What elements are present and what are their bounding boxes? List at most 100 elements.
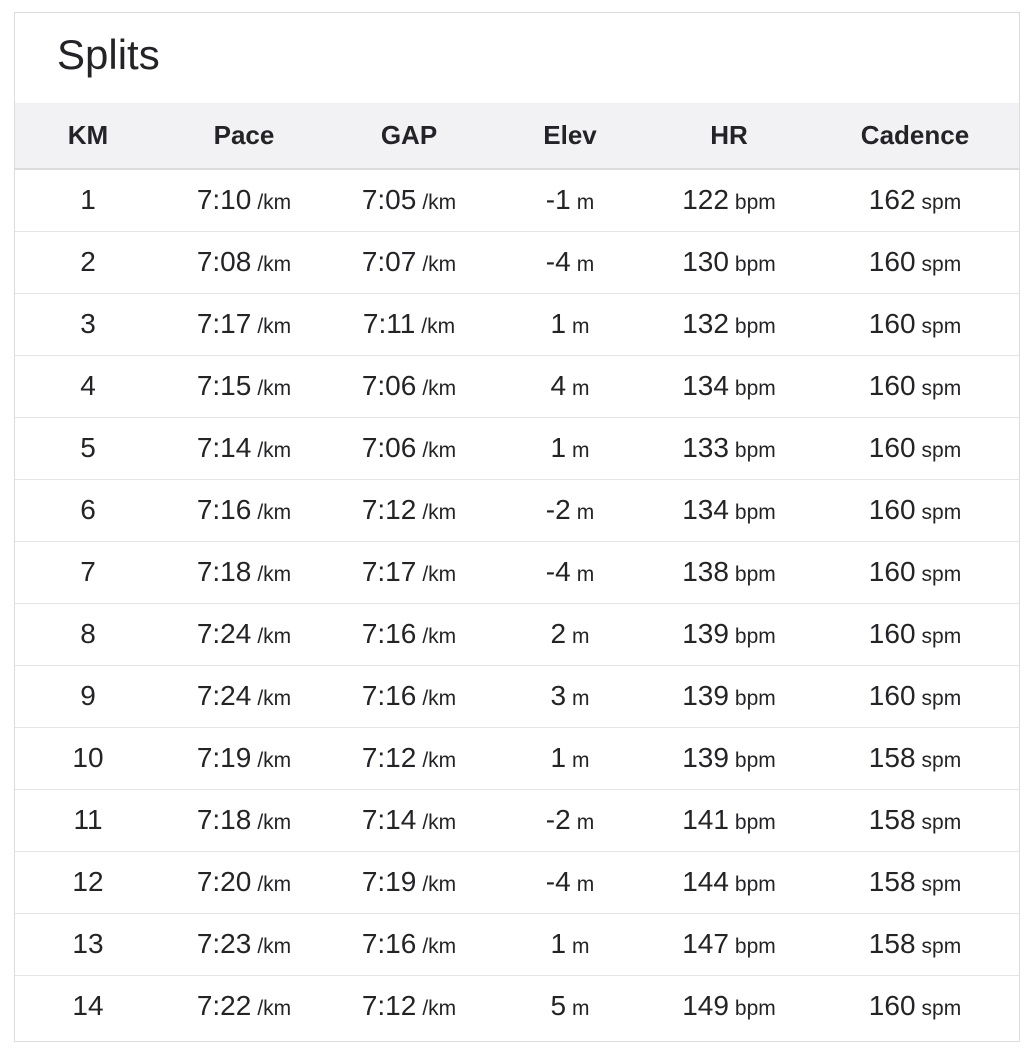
gap-value: 7:06	[361, 370, 417, 401]
cadence-unit: spm	[921, 377, 962, 400]
pace-unit: /km	[257, 625, 292, 648]
gap-value: 7:14	[361, 804, 417, 835]
cell-gap: 7:06/km	[327, 355, 491, 417]
cell-hr: 149 bpm	[649, 975, 809, 1037]
cell-km: 12	[15, 851, 161, 913]
gap-unit: /km	[422, 253, 457, 276]
cell-gap: 7:12/km	[327, 727, 491, 789]
hr-value: 134	[682, 370, 729, 401]
elev-value: 4	[550, 370, 567, 401]
cell-gap: 7:06/km	[327, 417, 491, 479]
km-value: 11	[73, 804, 103, 835]
cell-pace: 7:18/km	[161, 541, 327, 603]
cell-cadence: 158 spm	[809, 913, 1019, 975]
hr-unit: bpm	[734, 191, 776, 215]
hr-value: 139	[682, 680, 729, 711]
cell-hr: 147 bpm	[649, 913, 809, 975]
pace-unit: /km	[257, 749, 292, 772]
elev-value: -4	[545, 866, 571, 897]
hr-value: 139	[682, 618, 729, 649]
cadence-unit: spm	[921, 873, 962, 896]
elev-unit: m	[572, 935, 590, 958]
hr-unit: bpm	[734, 749, 776, 772]
cell-pace: 7:14/km	[161, 417, 327, 479]
elev-unit: m	[576, 253, 595, 276]
cell-km: 6	[15, 479, 161, 541]
cell-km: 9	[15, 665, 161, 727]
cell-km: 5	[15, 417, 161, 479]
cell-cadence: 158 spm	[809, 851, 1019, 913]
cadence-value: 160	[868, 308, 916, 339]
gap-unit: /km	[422, 997, 457, 1021]
gap-unit: /km	[422, 191, 457, 215]
cell-km: 7	[15, 541, 161, 603]
cadence-unit: spm	[921, 439, 962, 462]
cadence-value: 160	[868, 990, 916, 1022]
elev-value: -4	[545, 556, 571, 587]
pace-value: 7:16	[196, 494, 252, 525]
table-row: 10 7:19/km 7:12/km 1 m 139 bpm 158 spm	[15, 727, 1019, 789]
cadence-unit: spm	[921, 501, 962, 524]
cell-cadence: 158 spm	[809, 727, 1019, 789]
km-value: 2	[80, 246, 96, 277]
cell-cadence: 160 spm	[809, 665, 1019, 727]
elev-value: 5	[550, 990, 567, 1022]
cell-gap: 7:16/km	[327, 665, 491, 727]
elev-unit: m	[576, 563, 595, 586]
gap-value: 7:07	[361, 246, 417, 277]
cadence-unit: spm	[921, 749, 962, 772]
elev-unit: m	[572, 315, 590, 338]
gap-value: 7:16	[361, 618, 417, 649]
hr-value: 144	[682, 866, 729, 897]
cell-hr: 134 bpm	[649, 479, 809, 541]
elev-value: 2	[550, 618, 567, 649]
km-value: 7	[80, 556, 96, 587]
km-value: 8	[80, 618, 96, 649]
column-header-hr: HR	[710, 120, 748, 150]
cell-hr: 141 bpm	[649, 789, 809, 851]
table-header: KM Pace GAP Elev HR Cadence	[15, 103, 1019, 169]
elev-value: -4	[545, 246, 571, 277]
cadence-value: 158	[868, 742, 916, 773]
hr-value: 132	[682, 308, 729, 339]
hr-value: 130	[682, 246, 729, 277]
gap-value: 7:12	[361, 990, 417, 1022]
gap-unit: /km	[422, 811, 457, 834]
table-row: 8 7:24/km 7:16/km 2 m 139 bpm 160 spm	[15, 603, 1019, 665]
km-value: 9	[80, 680, 96, 711]
pace-unit: /km	[257, 315, 292, 338]
cell-pace: 7:20/km	[161, 851, 327, 913]
column-header-cadence: Cadence	[860, 120, 970, 150]
cadence-unit: spm	[921, 935, 962, 958]
cell-hr: 134 bpm	[649, 355, 809, 417]
cell-km: 10	[15, 727, 161, 789]
table-row: 3 7:17/km 7:11/km 1 m 132 bpm 160 spm	[15, 293, 1019, 355]
table-row: 11 7:18/km 7:14/km -2 m 141 bpm 158 spm	[15, 789, 1019, 851]
hr-unit: bpm	[734, 873, 776, 896]
cell-pace: 7:16/km	[161, 479, 327, 541]
cell-gap: 7:17/km	[327, 541, 491, 603]
pace-unit: /km	[257, 873, 292, 896]
gap-unit: /km	[422, 873, 457, 896]
cell-hr: 139 bpm	[649, 603, 809, 665]
km-value: 1	[80, 184, 96, 216]
elev-value: 1	[550, 308, 567, 339]
cell-km: 14	[15, 975, 161, 1037]
gap-value: 7:19	[361, 866, 417, 897]
cell-km: 13	[15, 913, 161, 975]
hr-unit: bpm	[734, 377, 776, 400]
elev-unit: m	[576, 501, 595, 524]
cell-pace: 7:18/km	[161, 789, 327, 851]
cell-cadence: 160 spm	[809, 541, 1019, 603]
gap-unit: /km	[422, 625, 457, 648]
elev-value: -2	[545, 494, 571, 525]
pace-unit: /km	[257, 253, 292, 276]
cell-elev: -2 m	[491, 789, 649, 851]
km-value: 5	[80, 432, 96, 463]
cell-elev: -4 m	[491, 851, 649, 913]
pace-value: 7:15	[196, 370, 252, 401]
elev-unit: m	[572, 439, 590, 462]
table-row: 4 7:15/km 7:06/km 4 m 134 bpm 160 spm	[15, 355, 1019, 417]
